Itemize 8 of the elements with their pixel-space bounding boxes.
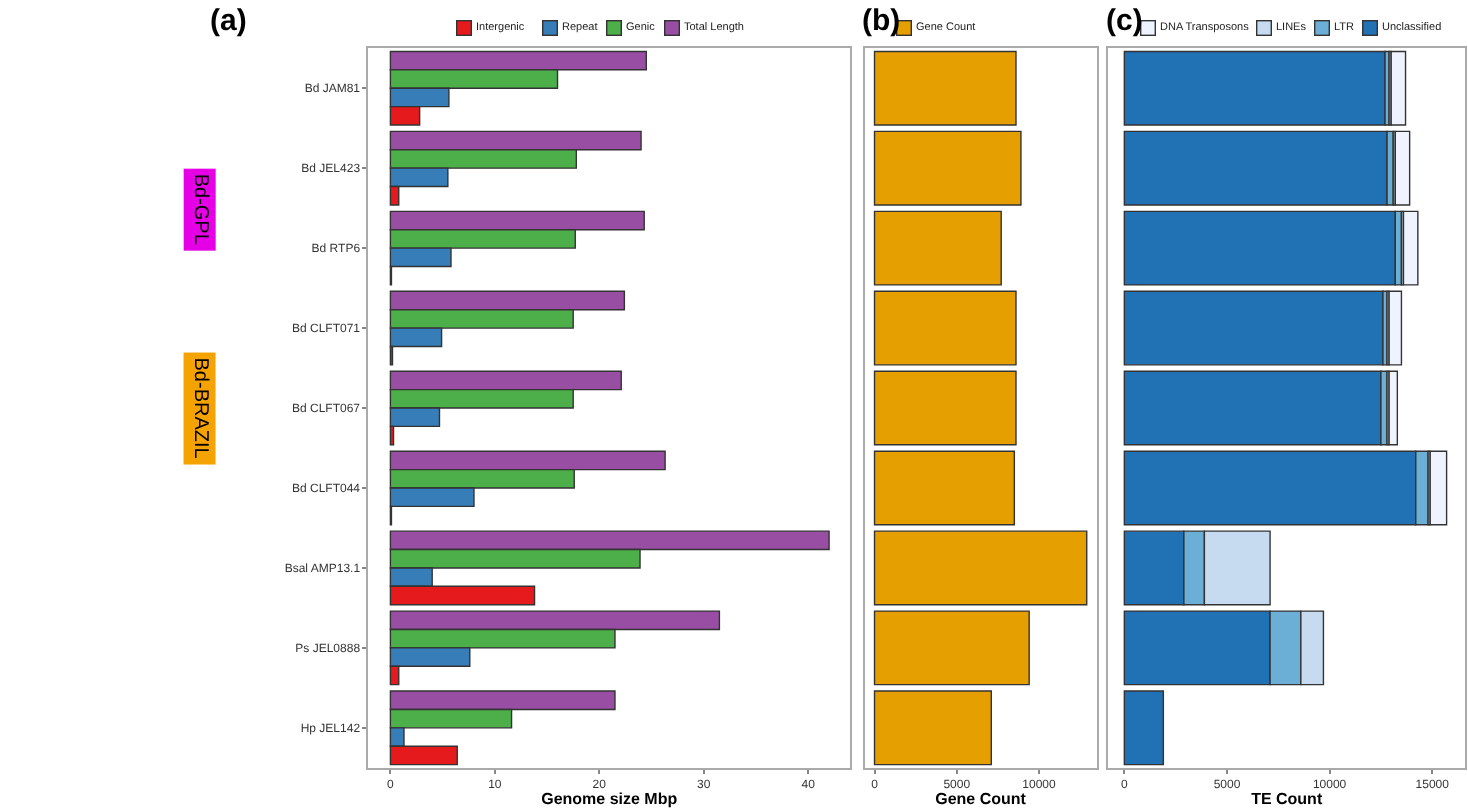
text: Bd-BRAZIL [188,357,211,460]
chart-title: (a) [210,4,247,38]
x-axis-title: Genome size Mbp [541,790,678,808]
chart-title: (c) [1106,4,1143,38]
text: Bd-GPL [188,173,211,246]
x-axis-title: TE Count [1251,790,1323,808]
chart-title: (b) [862,4,901,38]
x-axis-title: Gene Count [935,790,1027,808]
